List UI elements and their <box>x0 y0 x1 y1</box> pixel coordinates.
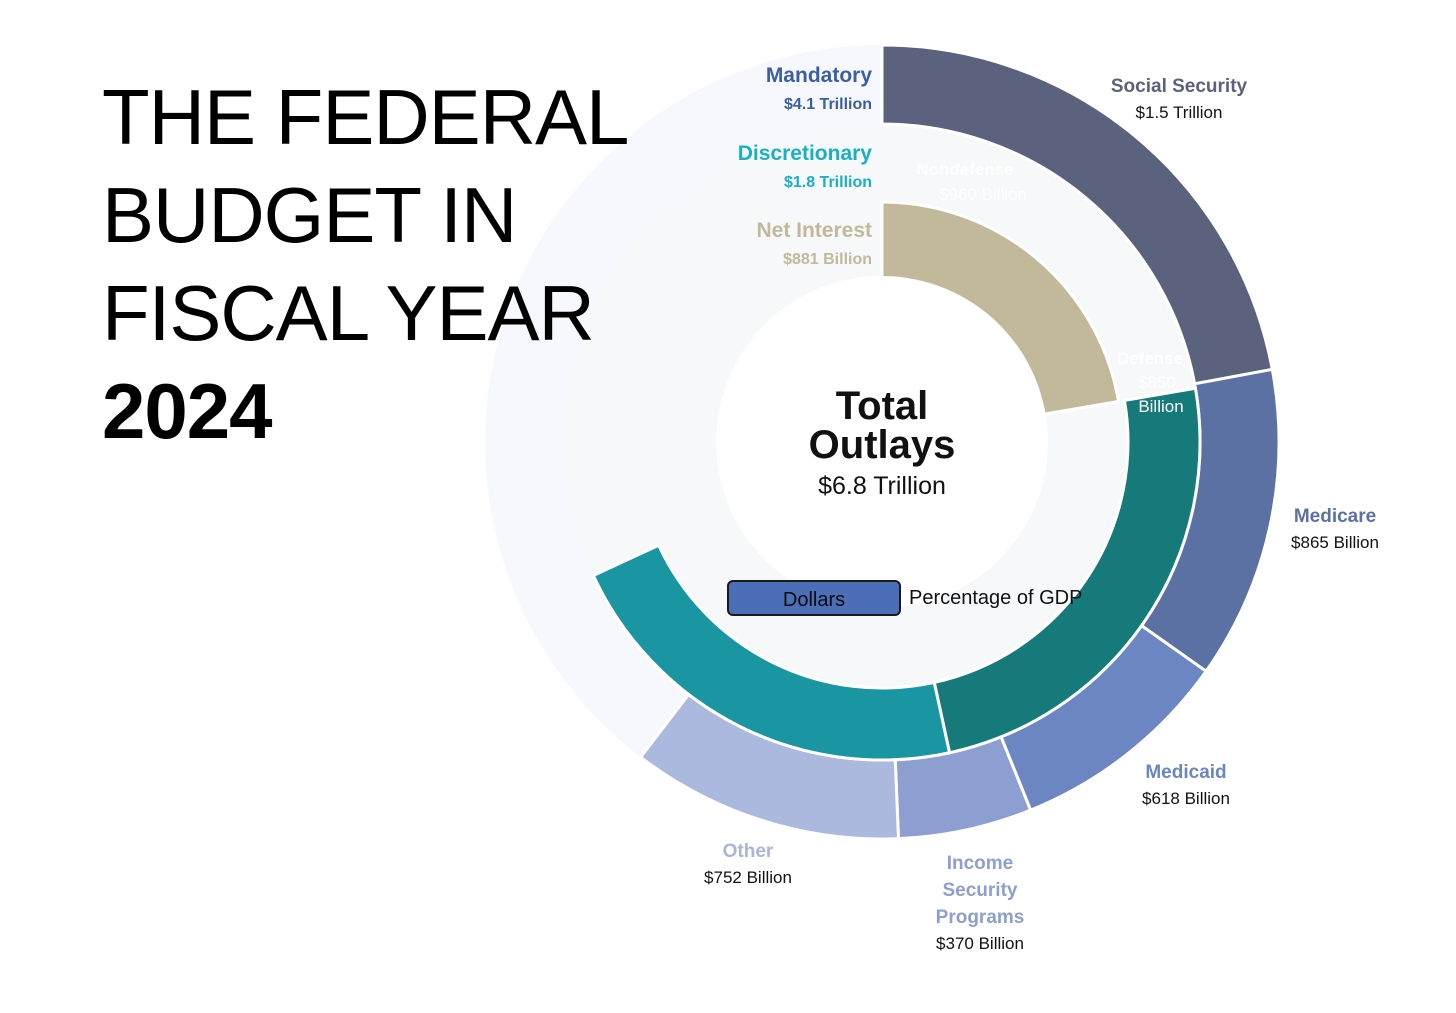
outer-label-name-medicaid: Medicaid <box>1145 762 1226 783</box>
outer-label-name-other: Other <box>723 841 774 862</box>
legend-value-discretionary: $1.8 Trillion <box>784 174 872 191</box>
page-title: THE FEDERAL BUDGET IN FISCAL YEAR 2024 <box>102 68 629 460</box>
outer-label-name-income-security-programs: Income <box>947 853 1014 874</box>
inner-label-name-nondefense: Nondefense <box>916 160 1013 179</box>
outer-label-value-social-security: $1.5 Trillion <box>1136 103 1223 122</box>
legend-name-net-interest: Net Interest <box>756 219 872 242</box>
inner-label-value-defense-2: Billion <box>1138 397 1183 416</box>
center-total-value: $6.8 Trillion <box>818 472 946 500</box>
center-title-line1: Total <box>836 384 929 428</box>
outer-label-name-medicare: Medicare <box>1294 506 1376 527</box>
title-line-2: BUDGET IN <box>102 171 517 259</box>
inner-label-value-defense: $850 <box>1138 373 1176 392</box>
outer-label-name-income-security-programs: Security <box>943 880 1018 901</box>
legend-name-discretionary: Discretionary <box>738 142 873 165</box>
title-line-3: FISCAL YEAR <box>102 269 595 357</box>
outer-label-value-medicare: $865 Billion <box>1291 533 1379 552</box>
outer-label-name-income-security-programs: Programs <box>936 907 1025 928</box>
outer-label-value-medicaid: $618 Billion <box>1142 789 1230 808</box>
outer-label-name-social-security: Social Security <box>1111 76 1248 97</box>
percentage-of-gdp-toggle[interactable]: Percentage of GDP <box>909 587 1083 609</box>
title-year: 2024 <box>102 367 273 455</box>
title-line-1: THE FEDERAL <box>102 73 629 161</box>
inner-slice-defense[interactable] <box>591 543 952 762</box>
inner-label-value-nondefense: $960 Billion <box>939 185 1027 204</box>
inner-label-name-defense: Defense <box>1117 349 1183 368</box>
outer-label-value-income-security-programs: $370 Billion <box>936 934 1024 953</box>
outer-label-value-other: $752 Billion <box>704 868 792 887</box>
center-title-line2: Outlays <box>809 423 956 467</box>
legend-name-mandatory: Mandatory <box>766 64 873 87</box>
legend-value-mandatory: $4.1 Trillion <box>784 96 872 113</box>
dollars-toggle-button[interactable]: Dollars <box>727 580 901 616</box>
legend-value-net-interest: $881 Billion <box>783 251 872 268</box>
center-disc <box>716 276 1048 608</box>
